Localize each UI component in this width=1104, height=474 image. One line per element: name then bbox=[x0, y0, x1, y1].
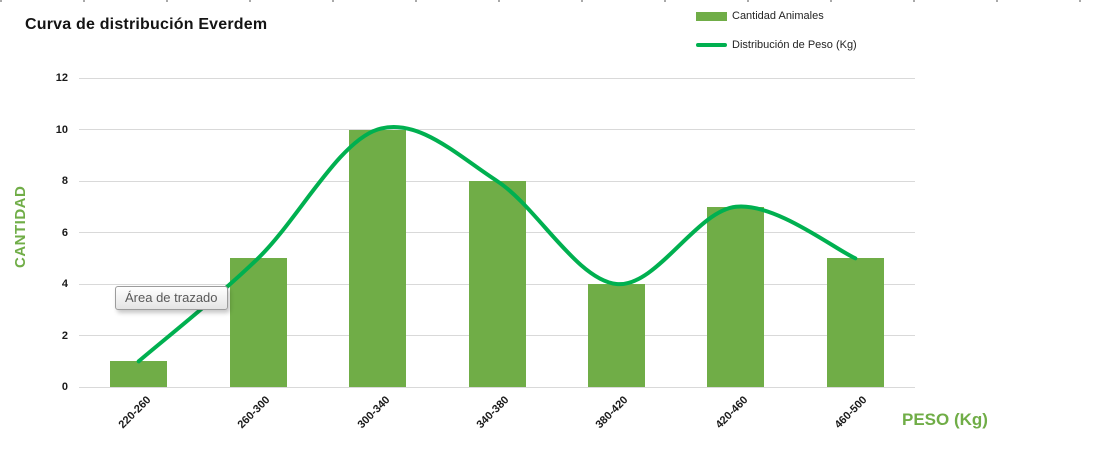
x-axis-tick-label: 460-500 bbox=[832, 394, 870, 432]
x-axis-tick-label: 300-340 bbox=[355, 394, 393, 432]
plot-area-tooltip: Área de trazado bbox=[115, 286, 228, 310]
line-series-swatch-icon bbox=[696, 43, 727, 47]
gridline bbox=[79, 77, 915, 79]
legend: Cantidad Animales Distribución de Peso (… bbox=[696, 10, 857, 51]
legend-label-distribucion-peso: Distribución de Peso (Kg) bbox=[732, 39, 857, 51]
bar-420-460[interactable] bbox=[707, 206, 765, 387]
bar-460-500[interactable] bbox=[826, 258, 884, 387]
y-axis-tick-label: 0 bbox=[61, 381, 68, 393]
y-axis-tick-label: 8 bbox=[61, 175, 68, 187]
legend-item-distribucion-peso[interactable]: Distribución de Peso (Kg) bbox=[696, 39, 857, 51]
bar-340-380[interactable] bbox=[468, 181, 526, 387]
weight-distribution-line[interactable] bbox=[136, 124, 858, 364]
y-axis-tick-label: 6 bbox=[61, 226, 68, 239]
legend-label-cantidad-animales: Cantidad Animales bbox=[732, 10, 824, 22]
gridline bbox=[79, 386, 915, 388]
weight-distribution-line-layer bbox=[136, 124, 858, 364]
legend-item-cantidad-animales[interactable]: Cantidad Animales bbox=[696, 10, 857, 22]
bar-380-420[interactable] bbox=[587, 284, 645, 387]
gridline bbox=[79, 129, 915, 130]
x-axis-tick-label: 420-460 bbox=[713, 394, 751, 432]
bar-220-260[interactable] bbox=[110, 361, 168, 387]
plot-area[interactable] bbox=[79, 77, 915, 388]
y-axis-tick-label: 12 bbox=[55, 72, 68, 84]
top-ruler-ticks bbox=[0, 0, 1104, 2]
bar-series-swatch-icon bbox=[696, 11, 727, 21]
y-axis-tick-label: 10 bbox=[55, 123, 68, 136]
y-axis-tick-label: 2 bbox=[61, 329, 68, 342]
x-axis-tick-label: 260-300 bbox=[235, 394, 273, 432]
x-axis-title[interactable]: PESO (Kg) bbox=[902, 410, 988, 429]
chart-title[interactable]: Curva de distribución Everdem bbox=[25, 16, 268, 33]
y-axis-tick-label: 4 bbox=[61, 278, 68, 290]
x-axis-tick-label: 340-380 bbox=[474, 394, 512, 432]
x-axis-tick-label: 220-260 bbox=[116, 394, 154, 432]
bar-300-340[interactable] bbox=[349, 129, 407, 387]
x-axis-tick-label: 380-420 bbox=[593, 394, 631, 432]
bar-260-300[interactable] bbox=[229, 258, 287, 387]
